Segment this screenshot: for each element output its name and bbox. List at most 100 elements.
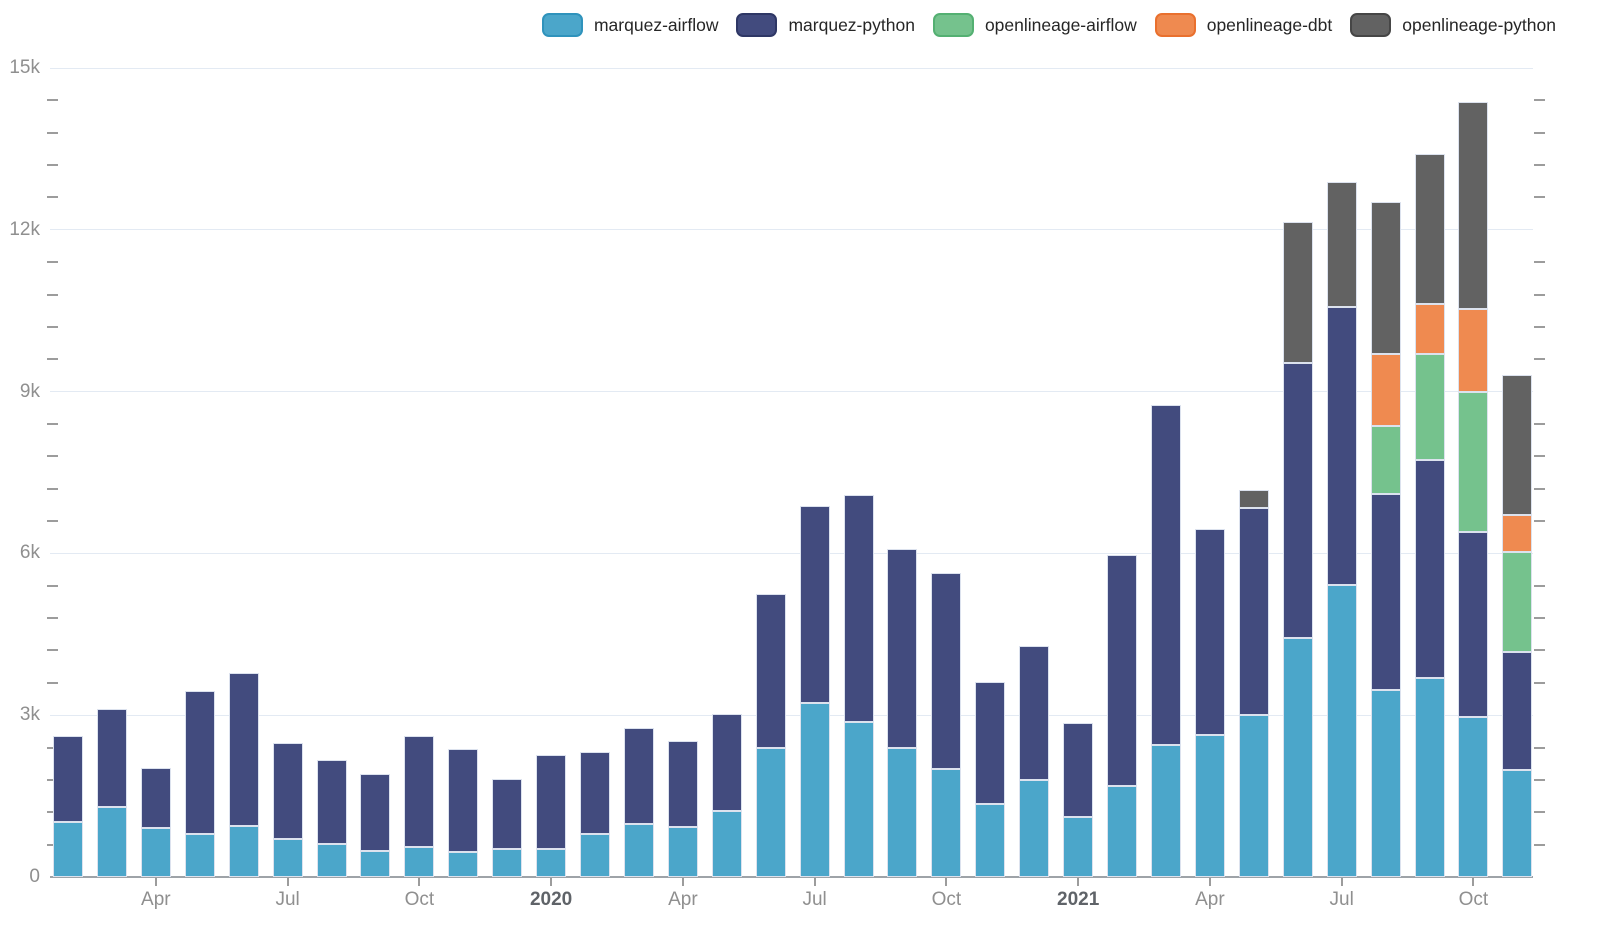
bar-segment[interactable] [536,754,567,850]
y-minor-tick [1534,131,1545,134]
legend-item-marquez-airflow[interactable]: marquez-airflow [541,13,719,37]
bar-segment[interactable] [1238,508,1269,716]
bar-segment[interactable] [1326,307,1357,586]
bar-segment[interactable] [1370,354,1401,427]
bar-segment[interactable] [755,747,786,877]
bar-segment[interactable] [623,824,654,877]
bar-segment[interactable] [580,834,611,877]
bar-segment[interactable] [1238,715,1269,877]
bar-segment[interactable] [360,850,391,877]
bar-segment[interactable] [1502,374,1533,516]
y-minor-tick [1534,487,1545,490]
y-minor-tick [47,422,58,425]
y-minor-tick [1534,681,1545,684]
bar-segment[interactable] [1019,779,1050,877]
bar-segment[interactable] [623,727,654,825]
bar-segment[interactable] [1502,652,1533,770]
legend-item-openlineage-airflow[interactable]: openlineage-airflow [932,13,1137,37]
bar-segment[interactable] [228,673,259,826]
bar-segment[interactable] [887,747,918,877]
bar-segment[interactable] [316,759,347,844]
bar-segment[interactable] [843,495,874,722]
bar-segment[interactable] [975,804,1006,877]
y-minor-tick [1534,843,1545,846]
bar-segment[interactable] [1107,555,1138,787]
bar-segment[interactable] [1107,786,1138,877]
bar-segment[interactable] [1458,101,1489,310]
bar-segment[interactable] [931,572,962,769]
bar-segment[interactable] [140,767,171,829]
bar-segment[interactable] [96,807,127,877]
bar-segment[interactable] [843,721,874,877]
bar-segment[interactable] [1019,646,1050,780]
bar-segment[interactable] [1502,551,1533,653]
bar-segment[interactable] [1414,154,1445,304]
bar-segment[interactable] [975,682,1006,805]
bar-segment[interactable] [272,838,303,877]
bar-segment[interactable] [755,593,786,748]
bar-segment[interactable] [1370,493,1401,690]
bar-segment[interactable] [228,825,259,877]
bar-segment[interactable] [1151,745,1181,877]
bar-segment[interactable] [1282,363,1313,639]
bar-segment[interactable] [360,773,391,851]
bar-segment[interactable] [1326,181,1357,308]
bar-segment[interactable] [1282,222,1313,363]
bar-segment[interactable] [492,778,523,850]
bar-segment[interactable] [1282,638,1313,877]
bar-segment[interactable] [667,741,698,827]
bar-segment[interactable] [1370,689,1401,877]
bar-segment[interactable] [1370,201,1401,355]
bar-segment[interactable] [272,742,303,839]
y-minor-tick [1534,293,1545,296]
legend-item-marquez-python[interactable]: marquez-python [736,13,915,37]
bar-segment[interactable] [96,709,127,808]
bar-segment[interactable] [1238,490,1269,509]
bar-segment[interactable] [448,852,479,877]
bar-segment[interactable] [184,690,215,835]
bar-segment[interactable] [931,768,962,877]
y-minor-tick [47,325,58,328]
bar-segment[interactable] [799,505,830,704]
legend-label: marquez-airflow [593,14,719,35]
bar-segment[interactable] [1063,722,1094,818]
bar-segment[interactable] [404,846,435,877]
x-axis-label: Jul [1329,889,1354,910]
bar-segment[interactable] [1502,769,1533,877]
bar-segment[interactable] [1370,426,1401,494]
bar-segment[interactable] [140,828,171,877]
legend-item-openlineage-dbt[interactable]: openlineage-dbt [1154,13,1332,37]
bar-segment[interactable] [448,748,479,853]
bar-segment[interactable] [316,843,347,877]
bar-segment[interactable] [184,834,215,877]
bar-segment[interactable] [1063,817,1094,877]
bar-segment[interactable] [1502,515,1533,552]
bar-segment[interactable] [887,549,918,748]
bar-segment[interactable] [404,736,435,847]
bar-segment[interactable] [1458,531,1489,718]
bar-segment[interactable] [1194,529,1225,736]
bar-segment[interactable] [1414,459,1445,678]
bar-segment[interactable] [1326,585,1357,877]
bar-segment[interactable] [53,821,83,877]
bar-segment[interactable] [711,714,742,812]
bar-segment[interactable] [799,703,830,877]
bar-segment[interactable] [1458,309,1489,392]
bar-segment[interactable] [1414,353,1445,460]
y-minor-tick [47,520,58,523]
bar-segment[interactable] [492,849,523,877]
bar-segment[interactable] [1194,735,1225,877]
y-minor-tick [1534,455,1545,458]
bar-segment[interactable] [1414,677,1445,877]
y-axis-label: 15k [9,57,40,78]
bar-segment[interactable] [1151,404,1181,746]
bar-segment[interactable] [536,849,567,877]
bar-segment[interactable] [580,752,611,835]
legend-item-openlineage-python[interactable]: openlineage-python [1350,13,1556,37]
bar-segment[interactable] [1458,391,1489,532]
bar-segment[interactable] [53,736,83,822]
bar-segment[interactable] [1458,717,1489,877]
bar-segment[interactable] [667,826,698,877]
bar-segment[interactable] [1414,303,1445,354]
bar-segment[interactable] [711,811,742,877]
